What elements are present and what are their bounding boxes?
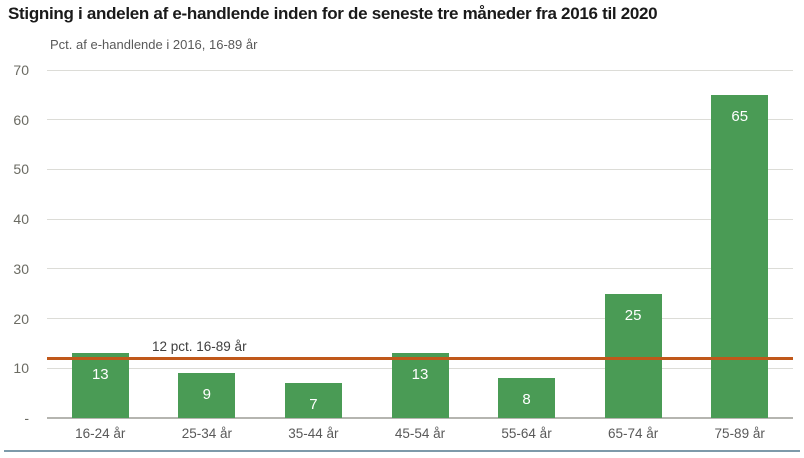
bar-value-label: 25 xyxy=(624,306,642,324)
bottom-rule xyxy=(4,450,800,452)
gridline xyxy=(47,218,793,220)
x-axis-category-label: 75-89 år xyxy=(714,426,765,441)
reference-line-label: 12 pct. 16-89 år xyxy=(152,339,247,355)
x-axis-category-label: 65-74 år xyxy=(607,426,659,441)
bar: 13 xyxy=(391,353,449,418)
y-axis-tick-label: 70 xyxy=(13,62,29,78)
x-axis-category-label: 45-54 år xyxy=(394,426,446,441)
gridline xyxy=(47,268,793,270)
bar: 25 xyxy=(604,293,662,418)
chart-title: Stigning i andelen af e-handlende inden … xyxy=(8,4,658,23)
gridline xyxy=(47,69,793,71)
bar: 13 xyxy=(71,353,129,418)
reference-line xyxy=(47,356,793,360)
bar-value-label: 13 xyxy=(91,366,109,384)
y-axis-tick-label: 40 xyxy=(13,211,29,228)
x-axis-category-label: 25-34 år xyxy=(181,426,232,441)
y-axis-tick-label: 60 xyxy=(13,111,29,128)
bar-value-label: 9 xyxy=(202,386,212,404)
x-axis-category-label: 55-64 år xyxy=(501,426,552,441)
plot-area: 13 9 7 13 8 25 65 12 pct. 16-89 år xyxy=(47,69,793,419)
bar-value-label: 8 xyxy=(522,391,531,409)
y-axis-tick-label: 30 xyxy=(13,260,29,277)
bar-value-label: 7 xyxy=(309,396,318,414)
gridline xyxy=(47,119,793,121)
bar: 7 xyxy=(284,383,342,418)
chart-subtitle: Pct. af e-handlende i 2016, 16-89 år xyxy=(50,37,258,52)
y-axis-tick-label: 10 xyxy=(13,360,29,377)
x-axis-category-label: 16-24 år xyxy=(75,426,126,441)
gridline xyxy=(47,168,793,170)
y-axis-tick-labels: - 10 20 30 40 50 60 70 xyxy=(0,63,32,425)
x-axis-baseline xyxy=(47,417,793,419)
y-axis-tick-label: - xyxy=(24,410,29,426)
bar: 8 xyxy=(498,378,556,418)
y-axis-tick-label: 50 xyxy=(13,161,29,178)
gridline xyxy=(47,318,793,320)
x-axis-category-label: 35-44 år xyxy=(288,426,339,441)
y-axis-tick-label: 20 xyxy=(13,310,29,327)
bar-value-label: 13 xyxy=(411,366,429,384)
bar: 9 xyxy=(178,373,236,418)
bar: 65 xyxy=(711,94,769,418)
bar-value-label: 65 xyxy=(731,107,749,125)
